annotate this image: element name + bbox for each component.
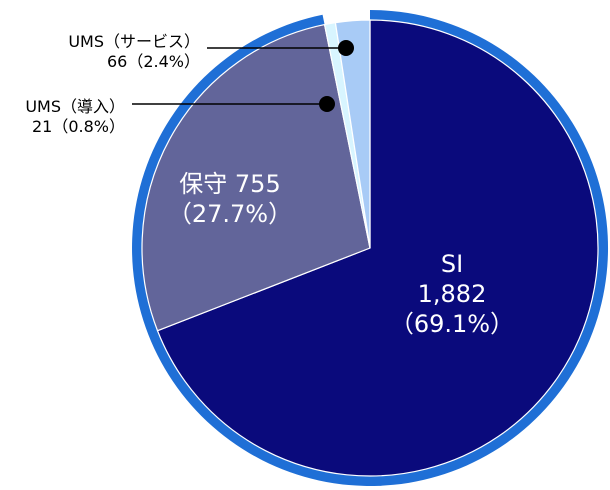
callout-ums-service-label: UMS（サービス） 66（2.4%） xyxy=(68,32,200,71)
callout-ums-service-dot xyxy=(338,40,354,56)
callout-ums-install-label-line-1: 21（0.8%） xyxy=(32,117,125,136)
slice-label-si: SI 1,882 （69.1%） xyxy=(390,250,514,338)
callout-ums-service-label-line-0: UMS（サービス） xyxy=(68,32,200,51)
callout-ums-install-label-line-0: UMS（導入） xyxy=(25,97,125,116)
callout-ums-install-label: UMS（導入） 21（0.8%） xyxy=(25,97,125,136)
slice-label-si-line-1: 1,882 xyxy=(418,280,487,308)
slice-label-maintenance-line-1: （27.7%） xyxy=(168,200,292,228)
slice-label-maintenance-line-0: 保守 755 xyxy=(179,170,280,198)
slice-label-maintenance: 保守 755 （27.7%） xyxy=(168,170,292,228)
slice-label-si-line-0: SI xyxy=(441,250,463,278)
pie-slice-3 xyxy=(334,19,371,249)
callout-ums-service-label-line-1: 66（2.4%） xyxy=(107,52,200,71)
slice-label-si-line-2: （69.1%） xyxy=(390,310,514,338)
callout-ums-install-dot xyxy=(319,96,335,112)
pie-slice-0 xyxy=(156,19,599,477)
pie-slice-1 xyxy=(141,23,371,332)
